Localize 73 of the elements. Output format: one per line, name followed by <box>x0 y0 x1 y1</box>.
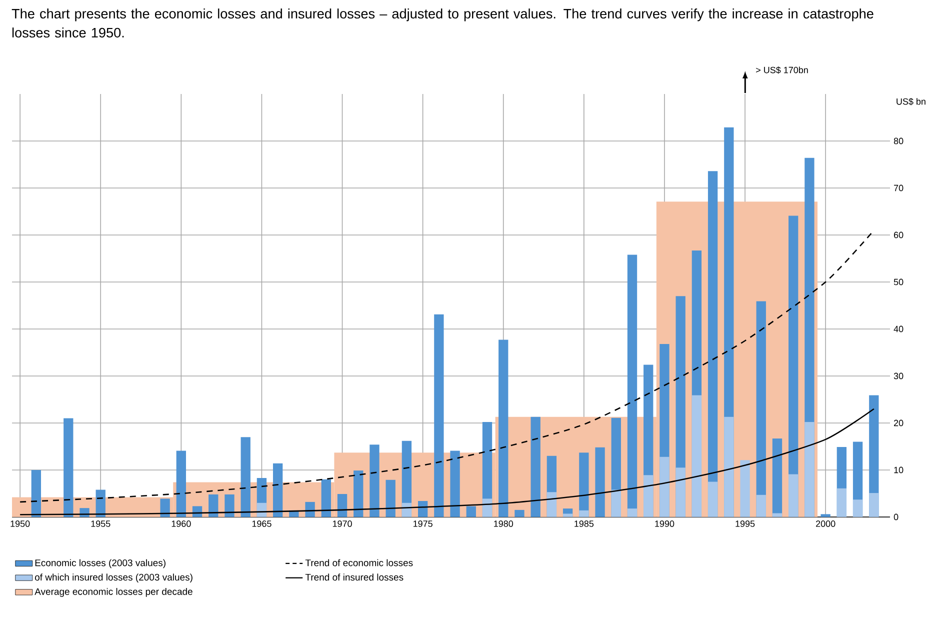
x-tick-label: 1975 <box>413 520 432 527</box>
y-tick-label: 60 <box>894 232 904 238</box>
bar <box>160 498 170 517</box>
y-tick-label: 10 <box>894 466 904 474</box>
legend-label: Average economic losses per decade <box>34 588 192 597</box>
bar <box>579 510 589 517</box>
x-tick-label: 1955 <box>91 520 110 527</box>
bar <box>434 314 444 517</box>
y-axis-title: US$ bn <box>896 98 926 106</box>
y-tick-label: 20 <box>894 420 904 426</box>
bar <box>224 494 234 517</box>
bar <box>869 493 879 517</box>
bar <box>772 513 782 517</box>
bar <box>788 474 798 517</box>
bar <box>804 422 814 517</box>
bar <box>627 508 638 517</box>
x-tick-label: 1965 <box>252 520 272 527</box>
y-tick-label: 50 <box>894 278 904 286</box>
x-tick-label: 1950 <box>10 520 30 527</box>
x-tick-label: 2000 <box>816 520 836 527</box>
bar <box>820 514 830 517</box>
bar <box>337 494 348 517</box>
chart-title: The chart presents the economic losses and insured losses – adjusted to present values. The trend curves verify the increase in catastrophe losses since 1950. <box>12 8 874 38</box>
bar <box>595 447 605 517</box>
bar <box>305 502 315 517</box>
legend-label: Trend of economic losses <box>305 559 413 566</box>
bar <box>354 470 364 517</box>
bar <box>740 460 750 517</box>
bar <box>692 395 702 517</box>
bar <box>562 514 573 517</box>
bar <box>240 437 250 517</box>
y-tick-label: 40 <box>894 326 904 332</box>
x-tick-label: 1970 <box>332 520 352 527</box>
bar <box>546 492 557 517</box>
legend-label: Economic losses (2003 values) <box>35 559 166 568</box>
text: > US$ 170bn <box>756 66 808 74</box>
bar <box>611 490 621 517</box>
x-tick-label: 1990 <box>655 520 674 527</box>
y-tick-label: 80 <box>894 138 904 144</box>
bar <box>708 482 718 517</box>
x-tick-label: 1980 <box>494 520 514 527</box>
y-tick-label: 70 <box>894 184 904 192</box>
bar <box>514 510 524 517</box>
bar <box>208 494 218 517</box>
bar <box>64 418 74 517</box>
bar <box>676 468 686 517</box>
bar <box>724 416 734 517</box>
bar <box>836 488 847 517</box>
bar <box>272 463 283 517</box>
bar <box>386 480 396 517</box>
bar <box>660 456 670 517</box>
bar <box>321 479 331 517</box>
x-tick-label: 1985 <box>574 520 594 527</box>
bar <box>482 498 492 517</box>
bar <box>96 490 106 517</box>
bar <box>192 506 202 517</box>
bar <box>31 470 42 517</box>
bar <box>370 444 380 517</box>
bar <box>530 416 540 517</box>
legend-label: Trend of insured losses <box>305 574 404 581</box>
bar <box>176 450 186 517</box>
x-tick-label: 1960 <box>172 520 191 527</box>
bar <box>450 450 460 517</box>
bar <box>498 340 508 517</box>
bar <box>852 500 863 517</box>
bar <box>466 506 476 517</box>
x-tick-label: 1995 <box>736 520 755 527</box>
y-tick-label: 0 <box>894 514 898 520</box>
bar <box>756 494 766 517</box>
bar <box>418 501 428 517</box>
y-tick-label: 30 <box>894 372 904 380</box>
legend-label: of which insured losses (2003 values) <box>35 574 192 582</box>
bar <box>644 475 654 517</box>
